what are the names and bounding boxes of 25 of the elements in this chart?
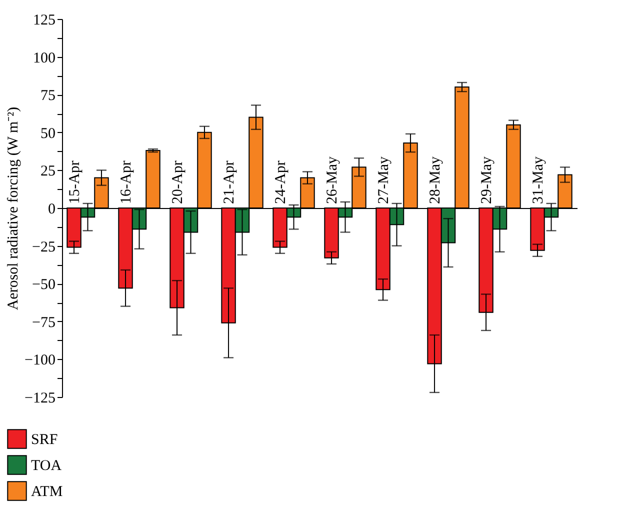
y-tick-label: −100 bbox=[24, 352, 56, 369]
legend-label: ATM bbox=[31, 484, 63, 500]
x-tick-label: 26-May bbox=[324, 156, 341, 204]
legend-label: TOA bbox=[31, 458, 62, 474]
x-tick-label: 21-Apr bbox=[222, 160, 238, 204]
x-tick-label: 15-Apr bbox=[67, 160, 84, 204]
x-tick-label: 24-Apr bbox=[273, 160, 290, 204]
y-tick-label: 75 bbox=[40, 88, 56, 104]
x-tick-label: 29-May bbox=[479, 156, 496, 204]
x-tick-label: 20-Apr bbox=[170, 160, 186, 204]
y-tick-label: −125 bbox=[24, 390, 56, 406]
y-tick-label: 0 bbox=[48, 202, 56, 218]
legend-label: SRF bbox=[31, 432, 58, 448]
y-tick-label: 100 bbox=[33, 50, 56, 66]
y-tick-label: −75 bbox=[32, 314, 56, 331]
x-tick-label: 27-May bbox=[376, 156, 392, 204]
y-tick-label: −25 bbox=[32, 239, 56, 256]
y-axis-title: Aerosol radiative forcing (W m⁻²) bbox=[6, 106, 22, 310]
x-tick-label: 28-May bbox=[428, 156, 444, 204]
y-tick-label: 125 bbox=[33, 12, 56, 28]
x-tick-label: 16-Apr bbox=[118, 160, 135, 204]
x-tick-label: 31-May bbox=[530, 156, 547, 204]
y-tick-label: −50 bbox=[32, 277, 56, 294]
y-tick-label: 50 bbox=[40, 126, 56, 142]
y-tick-label: 25 bbox=[40, 164, 56, 180]
